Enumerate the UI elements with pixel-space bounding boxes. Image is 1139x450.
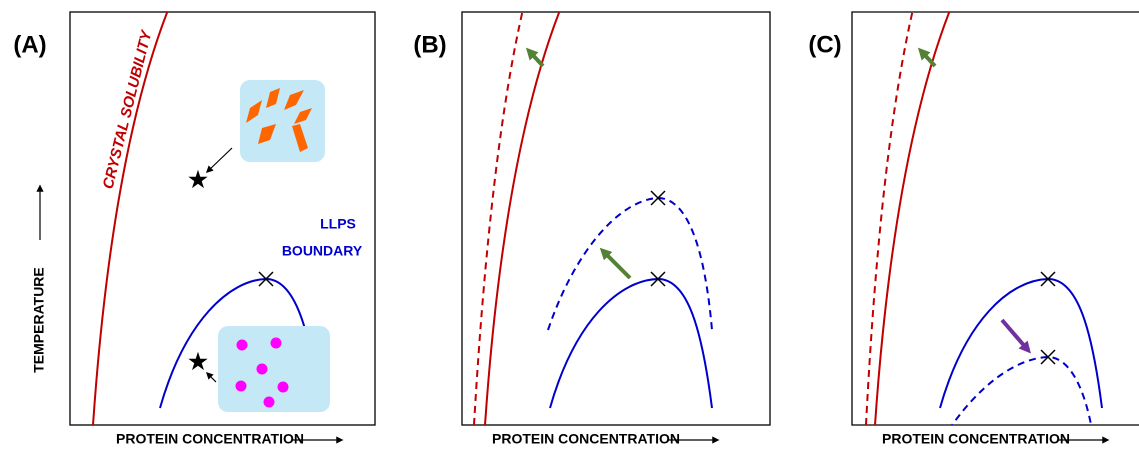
star: ★ <box>188 167 208 192</box>
annotation: CRYSTAL SOLUBILITY <box>100 27 156 191</box>
solubility-curve <box>874 12 951 425</box>
x-axis-label: PROTEIN CONCENTRATION <box>116 431 304 447</box>
panel-frame <box>69 11 376 426</box>
shifted-solubility-curve <box>473 12 524 425</box>
panel-label: (A) <box>13 31 46 58</box>
x-axis-label: PROTEIN CONCENTRATION <box>882 431 1070 447</box>
crystals <box>246 88 312 152</box>
shifted-llps-curve <box>547 196 713 331</box>
panel-label: (B) <box>413 31 446 58</box>
shifted-solubility-curve <box>865 12 914 425</box>
arrow <box>205 371 217 383</box>
shift-arrow <box>917 47 937 68</box>
critical-point <box>258 271 274 287</box>
solubility-curve <box>92 12 169 425</box>
annotation: LLPS <box>320 216 356 232</box>
panel-label: (C) <box>808 31 841 58</box>
llps-curve <box>549 277 713 409</box>
solubility-curve <box>484 12 561 425</box>
critical-point <box>650 190 666 206</box>
shift-arrow <box>599 247 632 280</box>
annotation: BOUNDARY <box>282 243 363 259</box>
x-axis-label: PROTEIN CONCENTRATION <box>492 431 680 447</box>
critical-point <box>1040 271 1056 287</box>
crystal-inset <box>240 80 325 162</box>
shifted-llps-curve <box>950 355 1093 425</box>
critical-point <box>1040 349 1056 365</box>
y-axis-label: TEMPERATURE <box>31 267 47 373</box>
star: ★ <box>188 349 208 374</box>
panel-frame <box>851 11 1139 426</box>
shift-arrow <box>1000 318 1031 354</box>
shift-arrow <box>525 47 545 68</box>
panel-b: (B) PROTEIN CONCENTRATION <box>413 11 771 447</box>
droplets <box>235 337 289 408</box>
panel-a: (A) CRYSTAL SOLUBILITY LLPS BOUNDARY ★ ★… <box>13 11 376 447</box>
panel-frame <box>461 11 771 426</box>
arrow <box>205 147 233 173</box>
panel-c: (C) PROTEIN CONCENTRATION <box>808 11 1139 447</box>
critical-point <box>650 271 666 287</box>
